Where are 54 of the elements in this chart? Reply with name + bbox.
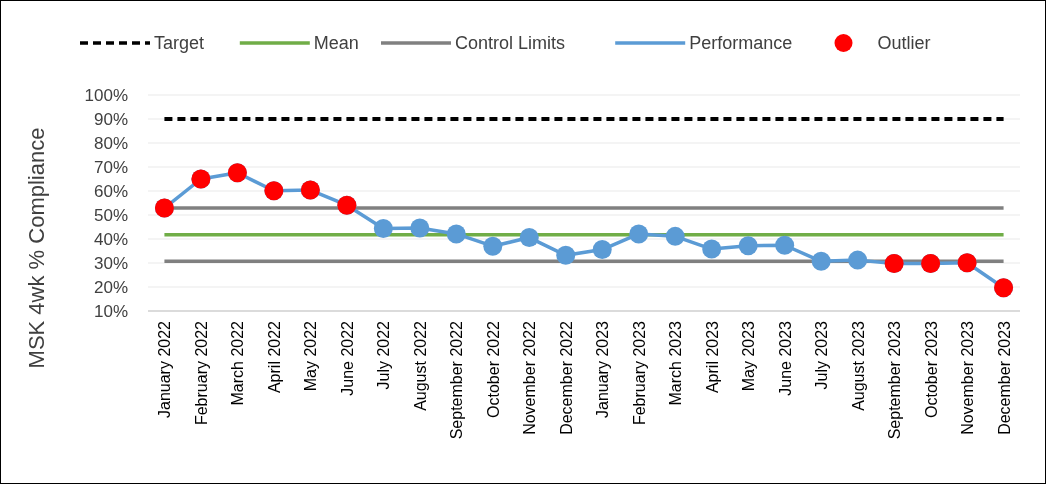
legend-label: Target [154,33,205,53]
legend-label: Control Limits [455,33,566,53]
point [556,245,576,265]
point [519,228,539,248]
x-tick-label: September 2022 [448,320,466,440]
x-tick-label: April 2023 [703,320,721,394]
x-tick-label: May 2022 [302,320,320,392]
x-tick-label: August 2023 [849,320,867,411]
x-tick-label: November 2023 [959,320,977,435]
y-tick-label: 50% [93,205,128,225]
x-tick-label: July 2023 [813,320,831,390]
x-tick-label: February 2022 [192,320,210,426]
point [629,224,649,244]
x-tick-label: June 2023 [776,320,794,396]
x-tick-label: December 2023 [995,320,1013,435]
y-tick-label: 30% [93,253,128,273]
point [775,235,795,255]
y-tick-label: 20% [93,277,128,297]
point [373,218,393,238]
legend-label: Mean [313,33,359,53]
point [446,224,466,244]
point [811,251,831,271]
point [665,226,685,246]
x-tick-label: February 2023 [630,320,648,426]
x-tick-label: November 2022 [521,320,539,435]
x-tick-label: October 2022 [484,320,502,418]
legend-label: Performance [689,33,793,53]
y-tick-label: 100% [84,85,128,105]
x-tick-label: March 2022 [229,320,247,406]
x-tick-label: September 2023 [886,320,904,440]
point [410,218,430,238]
y-tick-label: 80% [93,133,128,153]
x-tick-label: July 2022 [375,320,393,390]
y-tick-label: 60% [93,181,128,201]
y-axis-title: MSK 4wk % Compliance [24,127,49,369]
x-tick-label: January 2022 [156,320,174,418]
legend-label: Outlier [877,33,931,53]
x-tick-label: January 2023 [594,320,612,418]
point [702,239,722,259]
x-tick-label: May 2023 [740,320,758,392]
point [483,236,503,256]
point [738,236,758,256]
x-tick-label: April 2022 [265,320,283,394]
x-tick-label: October 2023 [922,320,940,418]
y-tick-label: 10% [93,301,128,321]
y-tick-label: 40% [93,229,128,249]
y-tick-label: 70% [93,157,128,177]
x-tick-label: December 2022 [557,320,575,435]
y-tick-label: 90% [93,109,128,129]
point [848,250,868,270]
x-tick-label: March 2023 [667,320,685,406]
x-tick-label: June 2022 [338,320,356,396]
x-tick-label: August 2022 [411,320,429,411]
point [592,240,612,260]
